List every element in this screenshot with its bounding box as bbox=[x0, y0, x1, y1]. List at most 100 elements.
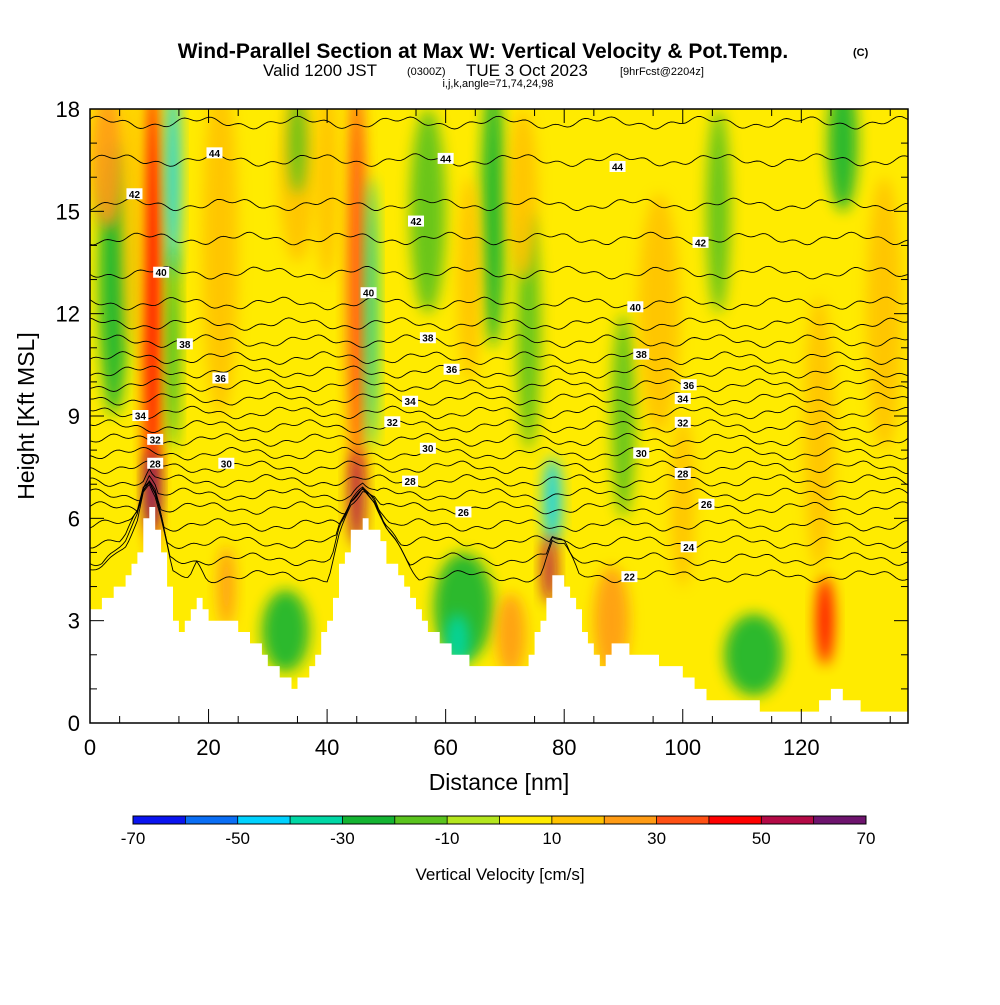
velocity-feature bbox=[348, 450, 366, 546]
theta-contour-25 bbox=[90, 481, 908, 532]
colorbar: -70 -50 -30 -10 10 30 50 70 bbox=[121, 815, 875, 848]
velocity-feature bbox=[804, 296, 834, 570]
colorbar-tick-label: -10 bbox=[435, 829, 460, 848]
chart-title-tag: (C) bbox=[853, 47, 869, 59]
theta-contour-22 bbox=[90, 483, 908, 584]
contour-label-box bbox=[384, 416, 401, 428]
contour-label: 28 bbox=[147, 457, 164, 470]
velocity-blob bbox=[706, 109, 731, 314]
contour-label: 44 bbox=[609, 160, 626, 173]
theta-contour-32 bbox=[90, 419, 908, 434]
contour-label-box bbox=[402, 475, 419, 487]
contour-label-box bbox=[419, 332, 436, 344]
contour-label-text: 32 bbox=[387, 418, 399, 429]
velocity-feature bbox=[365, 177, 378, 451]
contour-label-text: 34 bbox=[405, 397, 417, 408]
theta-contour-36 bbox=[90, 364, 908, 379]
contour-label: 40 bbox=[360, 287, 377, 300]
contour-label-box bbox=[680, 379, 697, 391]
y-tick-label: 18 bbox=[56, 97, 80, 122]
theta-contours bbox=[90, 115, 908, 584]
colorbar-tick-label: 50 bbox=[752, 829, 771, 848]
contour-label-box bbox=[402, 395, 419, 407]
velocity-feature bbox=[217, 545, 236, 628]
grid-index-info: i,j,k,angle=71,74,24,98 bbox=[442, 78, 553, 90]
y-axis-label: Height [Kft MSL] bbox=[13, 332, 39, 499]
contour-label-box bbox=[147, 433, 164, 445]
x-tick-label: 60 bbox=[433, 735, 457, 760]
y-tick-label: 15 bbox=[56, 199, 80, 224]
contour-label-text: 26 bbox=[458, 508, 470, 519]
contour-label-box bbox=[443, 363, 460, 375]
velocity-feature bbox=[481, 109, 505, 348]
contour-label-text: 30 bbox=[221, 459, 233, 470]
velocity-feature bbox=[543, 456, 562, 546]
colorbar-tick-label: -70 bbox=[121, 829, 146, 848]
velocity-feature bbox=[288, 109, 307, 195]
contour-label-box bbox=[609, 160, 626, 172]
colorbar-segment bbox=[604, 816, 657, 824]
velocity-blob bbox=[804, 296, 834, 570]
velocity-blob bbox=[827, 109, 858, 212]
contour-label-text: 38 bbox=[636, 350, 648, 361]
velocity-blob bbox=[167, 245, 179, 451]
colorbar-segment bbox=[499, 816, 553, 824]
valid-utc: (0300Z) bbox=[407, 66, 446, 78]
contour-label: 32 bbox=[384, 416, 401, 429]
velocity-blob bbox=[496, 593, 526, 676]
velocity-feature bbox=[827, 109, 858, 212]
y-tick-label: 6 bbox=[68, 506, 80, 531]
contour-label-text: 44 bbox=[209, 149, 221, 160]
contour-label-text: 26 bbox=[701, 500, 713, 511]
contour-label-box bbox=[408, 215, 425, 227]
contour-label: 34 bbox=[132, 410, 149, 423]
valid-prefix: Valid 1200 JST bbox=[263, 61, 377, 80]
theta-contour-33 bbox=[90, 405, 908, 420]
contour-label-text: 24 bbox=[683, 543, 695, 554]
contour-label: 38 bbox=[633, 348, 650, 361]
velocity-blob bbox=[217, 545, 236, 628]
contour-label-text: 28 bbox=[677, 469, 689, 480]
contour-label-box bbox=[206, 147, 223, 159]
colorbar-tick-label: 30 bbox=[647, 829, 666, 848]
contour-label-box bbox=[674, 467, 691, 479]
velocity-feature bbox=[347, 109, 367, 485]
contour-label: 38 bbox=[419, 332, 436, 345]
contour-label-box bbox=[176, 338, 193, 350]
velocity-blob bbox=[543, 456, 562, 546]
theta-contour-26 bbox=[90, 479, 908, 515]
contour-label-box bbox=[126, 188, 143, 200]
contour-label-text: 28 bbox=[150, 459, 162, 470]
x-tick-label: 40 bbox=[315, 735, 339, 760]
contour-label-text: 32 bbox=[150, 435, 162, 446]
colorbar-tick-label: -30 bbox=[330, 829, 355, 848]
velocity-blob bbox=[90, 109, 126, 229]
contour-label: 36 bbox=[443, 363, 460, 376]
theta-contour-27 bbox=[90, 474, 908, 502]
contour-label: 32 bbox=[674, 416, 691, 429]
velocity-feature bbox=[315, 109, 339, 280]
contour-label-text: 38 bbox=[422, 334, 434, 345]
contour-label-text: 42 bbox=[410, 217, 422, 228]
contour-label-text: 28 bbox=[405, 477, 417, 488]
velocity-blob bbox=[365, 177, 378, 451]
contour-label-text: 34 bbox=[677, 394, 689, 405]
contour-label: 40 bbox=[627, 301, 644, 314]
contour-label: 26 bbox=[698, 498, 715, 511]
contour-label-text: 42 bbox=[695, 238, 707, 249]
y-tick-label: 0 bbox=[68, 711, 80, 736]
colorbar-segment bbox=[656, 816, 710, 824]
contour-label-box bbox=[674, 416, 691, 428]
velocity-blob bbox=[638, 194, 680, 434]
velocity-blob bbox=[481, 109, 505, 348]
contour-label: 24 bbox=[680, 541, 697, 554]
velocity-feature bbox=[90, 109, 126, 229]
contour-label-text: 42 bbox=[129, 190, 141, 201]
contour-label-text: 32 bbox=[677, 418, 689, 429]
velocity-blob bbox=[122, 109, 141, 348]
theta-contour-30 bbox=[90, 446, 908, 461]
contour-label-box bbox=[360, 287, 377, 299]
velocity-feature bbox=[724, 613, 784, 696]
